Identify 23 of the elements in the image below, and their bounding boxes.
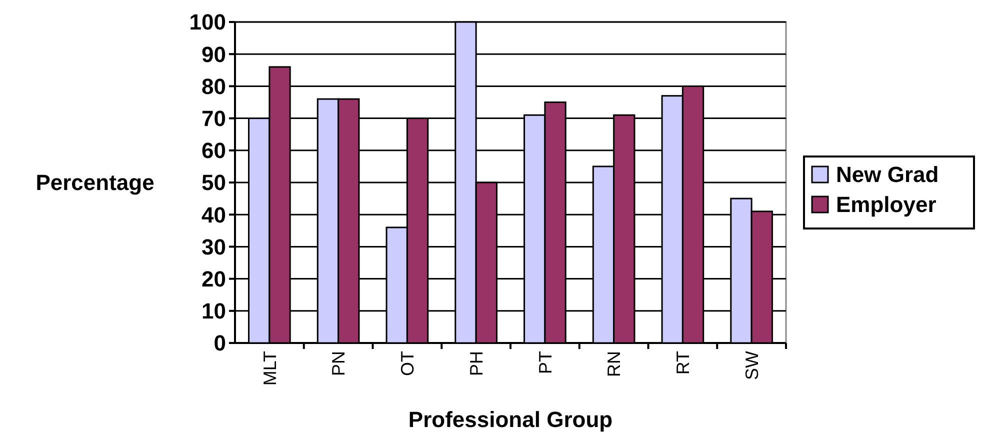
y-tick-label: 50 <box>202 170 226 196</box>
x-tick-label: OT <box>397 351 418 376</box>
y-tick-label: 0 <box>214 330 226 356</box>
y-tick-label: 80 <box>202 74 226 99</box>
y-tick-label: 100 <box>189 10 226 35</box>
y-tick-label: 30 <box>202 234 226 260</box>
legend-label: Employer <box>836 192 937 218</box>
x-tick-label: SW <box>742 350 762 380</box>
x-tick-label: RT <box>672 351 693 375</box>
y-axis-title: Percentage <box>36 170 154 196</box>
x-tick-label: MLT <box>260 351 280 386</box>
y-tick-label: 60 <box>202 138 226 164</box>
y-tick-label: 10 <box>202 298 226 324</box>
y-tick-label: 40 <box>202 202 226 228</box>
y-tick-label: 90 <box>202 42 226 67</box>
x-tick-label: PH <box>466 351 486 376</box>
x-tick-label: PT <box>535 351 556 374</box>
y-tick-label: 20 <box>202 266 226 292</box>
x-tick-label: PN <box>328 351 349 376</box>
y-tick-label: 70 <box>202 106 226 131</box>
x-tick-label: RN <box>604 351 624 377</box>
legend-label: New Grad <box>836 162 939 188</box>
x-axis-title: Professional Group <box>408 407 613 432</box>
